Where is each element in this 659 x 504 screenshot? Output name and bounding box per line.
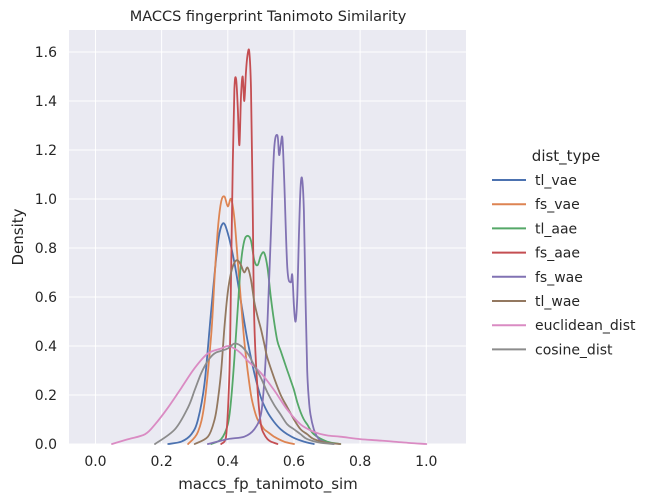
plot-area bbox=[69, 30, 466, 444]
x-tick-label: 0.2 bbox=[151, 454, 173, 470]
legend: dist_type tl_vae fs_vae tl_aae fs_aae fs_wae… bbox=[492, 147, 636, 358]
legend-label-euclidean-dist: euclidean_dist bbox=[535, 318, 636, 334]
y-tick-label: 1.2 bbox=[35, 143, 57, 159]
series-line-fs-aae bbox=[220, 48, 279, 445]
legend-title: dist_type bbox=[532, 147, 600, 166]
series-line-fs-wae bbox=[207, 134, 335, 445]
legend-label-fs-aae: fs_aae bbox=[535, 246, 580, 262]
legend-label-tl-aae: tl_aae bbox=[535, 221, 577, 237]
x-tick-label: 0.6 bbox=[283, 454, 305, 470]
y-tick-label: 0.8 bbox=[35, 241, 57, 257]
legend-label-tl-wae: tl_wae bbox=[535, 294, 580, 310]
y-axis-label: Density bbox=[9, 208, 27, 265]
x-axis-label: maccs_fp_tanimoto_sim bbox=[178, 475, 358, 494]
legend-items: tl_vae fs_vae tl_aae fs_aae fs_wae tl_waeeucl… bbox=[492, 173, 636, 358]
y-tick-label: 1.6 bbox=[35, 45, 57, 61]
series-line-tl-wae bbox=[193, 259, 342, 445]
y-tick-label: 0.2 bbox=[35, 388, 57, 404]
x-tick-label: 0.0 bbox=[84, 454, 106, 470]
legend-label-tl-vae: tl_vae bbox=[535, 173, 577, 189]
y-axis-ticks: 0.0 0.2 0.4 0.6 0.8 1.0 1.2 1.4 1.6 bbox=[35, 45, 57, 453]
x-tick-label: 0.8 bbox=[349, 454, 371, 470]
legend-label-fs-wae: fs_wae bbox=[535, 270, 583, 286]
density-curves bbox=[111, 48, 428, 445]
x-axis-ticks: 0.0 0.2 0.4 0.6 0.8 1.0 bbox=[84, 454, 437, 470]
x-tick-label: 0.4 bbox=[217, 454, 239, 470]
y-tick-label: 1.0 bbox=[35, 192, 57, 208]
grid-lines bbox=[69, 30, 466, 445]
y-tick-label: 1.4 bbox=[35, 94, 57, 110]
x-tick-label: 1.0 bbox=[415, 454, 437, 470]
y-tick-label: 0.6 bbox=[35, 290, 57, 306]
legend-label-cosine-dist: cosine_dist bbox=[535, 342, 613, 358]
y-tick-label: 0.4 bbox=[35, 339, 57, 355]
series-line-euclidean-dist bbox=[111, 345, 428, 445]
y-tick-label: 0.0 bbox=[35, 437, 57, 453]
series-line-cosine-dist bbox=[154, 342, 335, 445]
chart-title: MACCS fingerprint Tanimoto Similarity bbox=[130, 9, 407, 25]
legend-label-fs-vae: fs_vae bbox=[535, 197, 580, 213]
